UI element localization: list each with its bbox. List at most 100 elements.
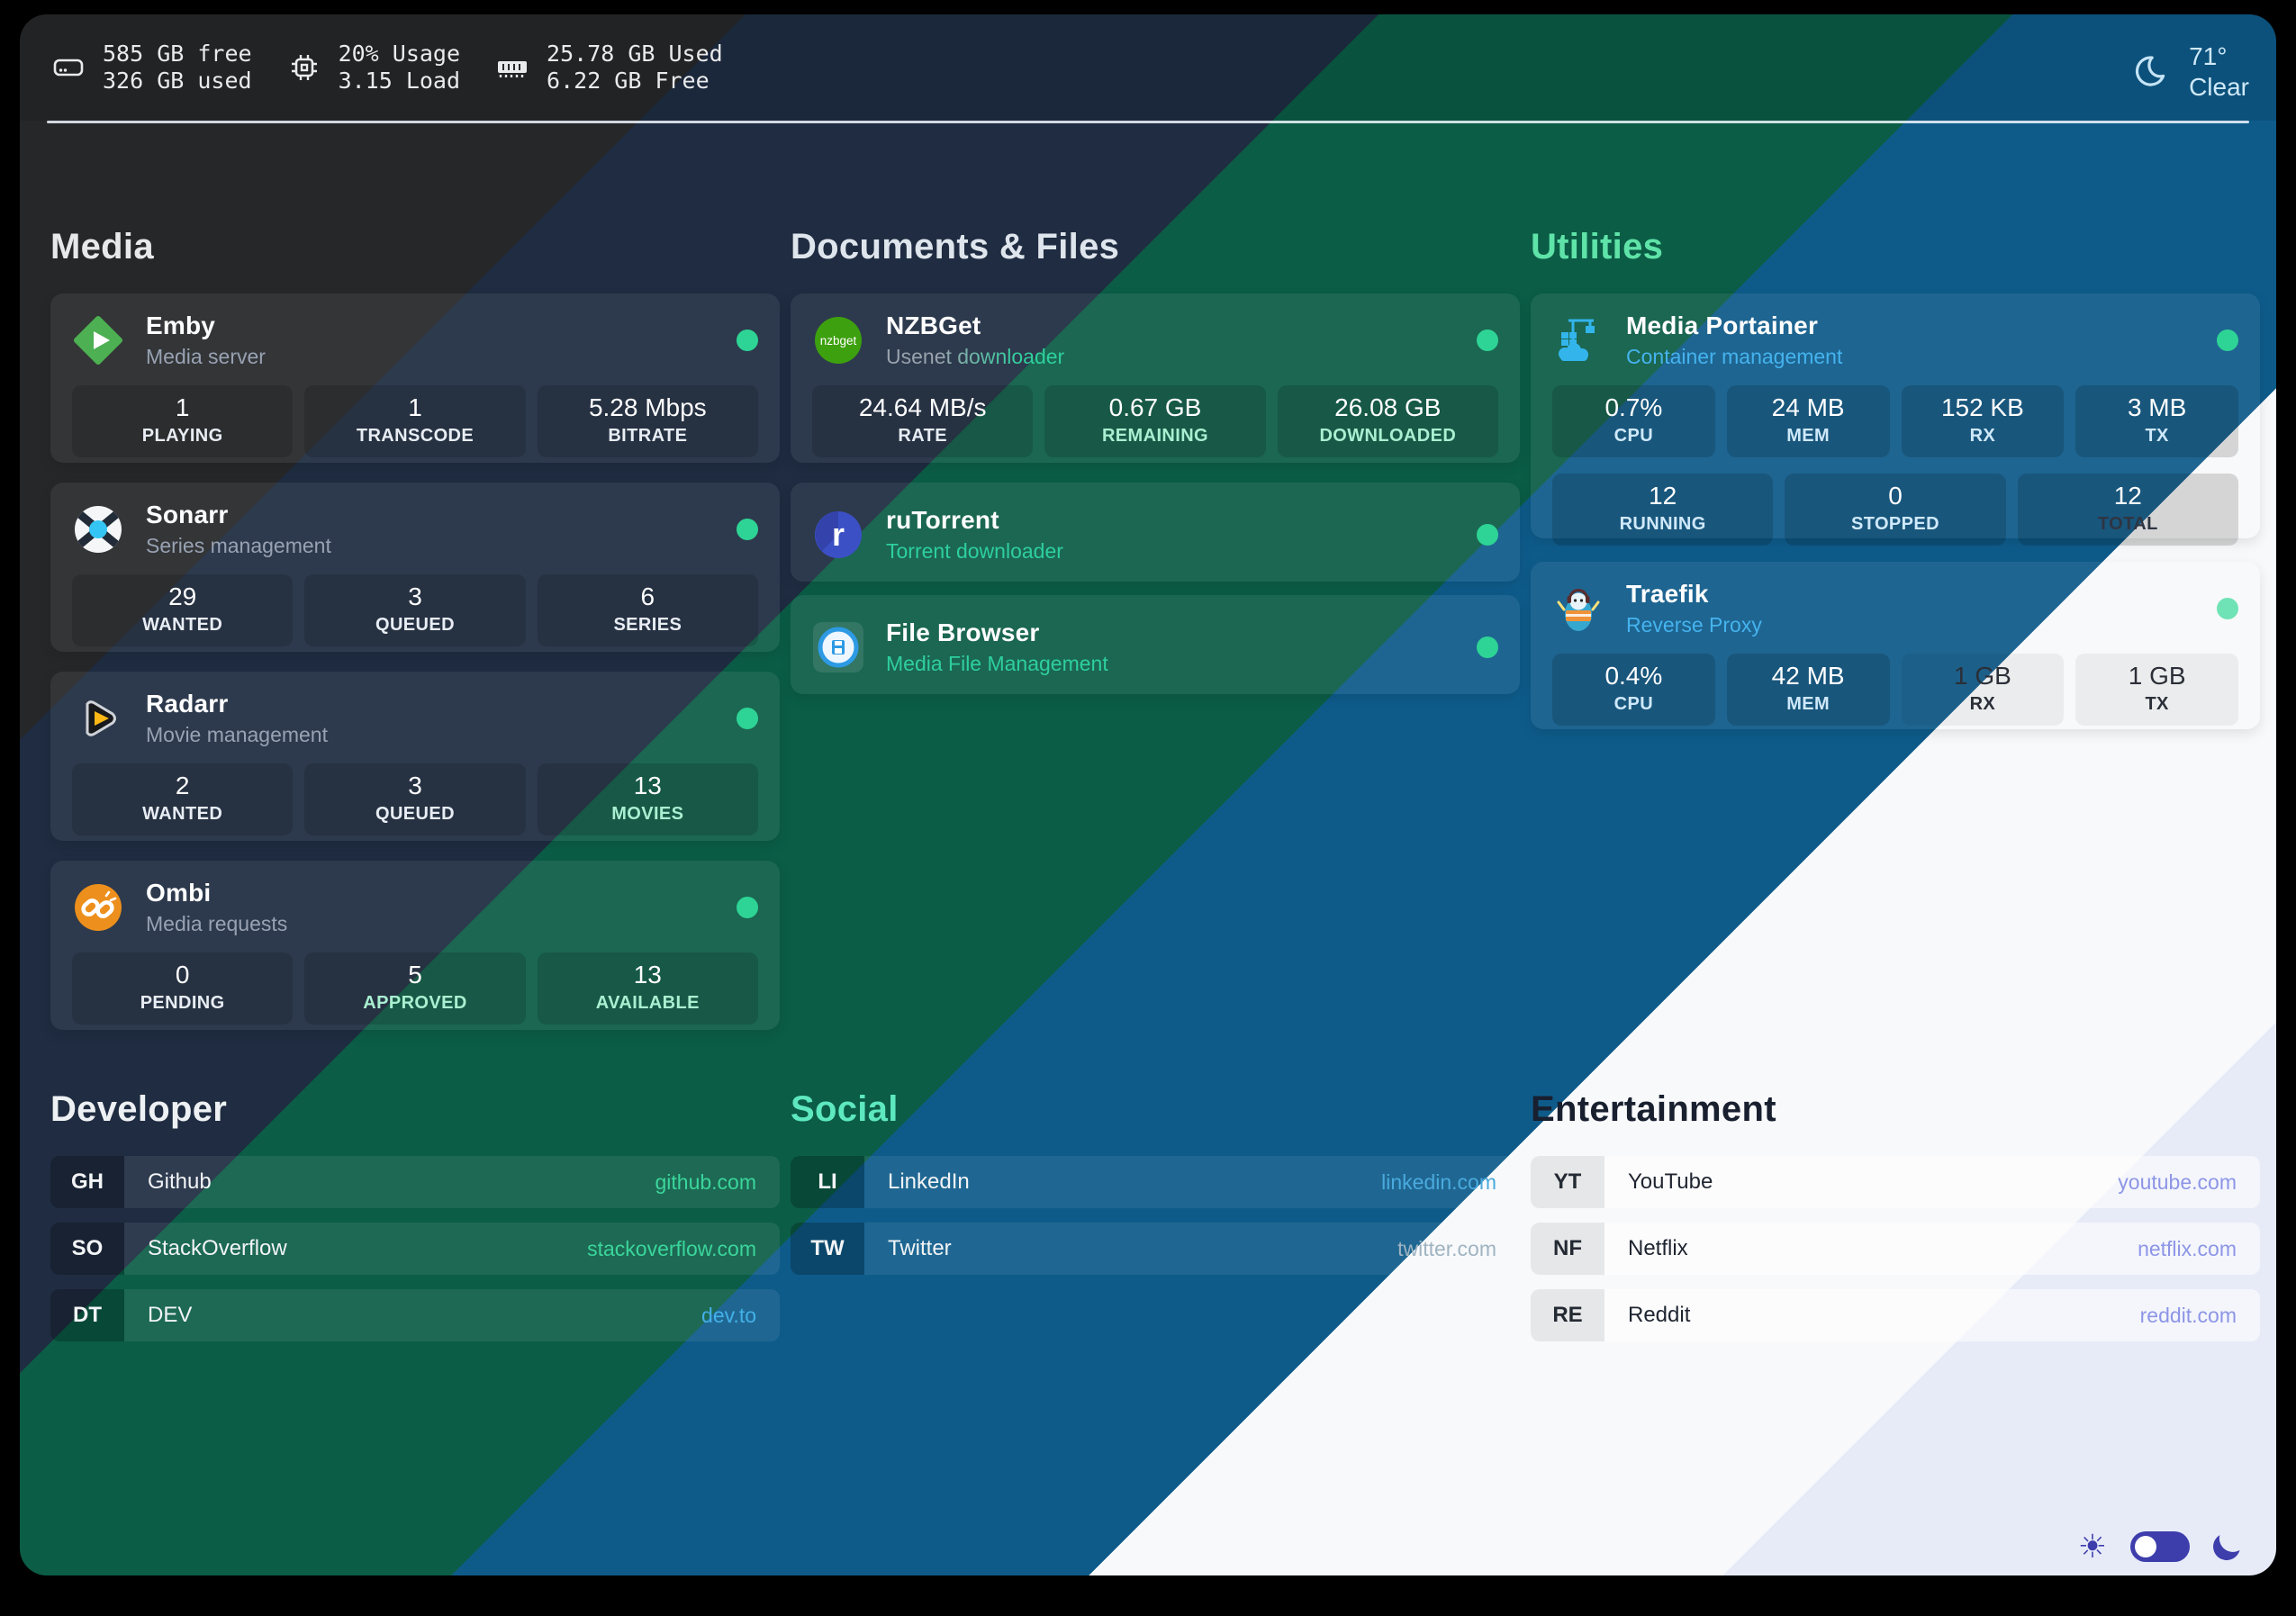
disk-usage-text: 585 GB free 326 GB used: [103, 41, 252, 94]
status-dot: [2217, 598, 2238, 619]
stat-chip: 0.4% CPU: [1552, 654, 1715, 726]
status-dot: [1477, 330, 1498, 351]
stat-chip: 152 KB RX: [1901, 385, 2065, 457]
section-documents: Documents & Files nzbget NZBGet Usenet d…: [791, 225, 1520, 1050]
service-title: ruTorrent: [886, 506, 999, 534]
bookmark-tag: RE: [1531, 1289, 1604, 1341]
cpu-usage-widget: 20% Usage 3.15 Load: [286, 41, 460, 95]
service-title: Emby: [146, 311, 216, 339]
dashboard-frame: 585 GB free 326 GB used 20% Usage 3.15 Loa…: [20, 14, 2276, 1575]
service-subtitle: Movie management: [146, 723, 328, 746]
bookmark-tag: LI: [791, 1156, 864, 1208]
bookmark-tag: TW: [791, 1223, 864, 1275]
bookmark-url: reddit.com: [2139, 1303, 2237, 1327]
stat-chip: 6 SERIES: [537, 574, 758, 646]
bookmark-reddit[interactable]: RE Reddit reddit.com: [1531, 1289, 2260, 1341]
disk-usage-widget: 585 GB free 326 GB used: [50, 41, 252, 95]
weather-temp: 71°: [2189, 42, 2228, 70]
stat-chip: 1 TRANSCODE: [304, 385, 526, 457]
service-subtitle: Media server: [146, 345, 266, 368]
stat-chip: 0 STOPPED: [1785, 474, 2006, 546]
service-card-portainer[interactable]: Media Portainer Container management 0.7…: [1531, 293, 2260, 546]
section-social: Social LI LinkedIn linkedin.com TW Twitt…: [791, 1088, 1520, 1356]
ram-icon: [498, 61, 528, 77]
service-card-filebrowser[interactable]: File Browser Media File Management: [791, 595, 1520, 694]
service-card-radarr[interactable]: Radarr Movie management 2 WANTED 3 QUEUED …: [50, 672, 780, 841]
theme-toggle[interactable]: [2130, 1531, 2190, 1562]
section-entertainment: Entertainment YT YouTube youtube.com NF …: [1531, 1088, 2260, 1356]
service-card-sonarr[interactable]: Sonarr Series management 29 WANTED 3 QUEUE…: [50, 483, 780, 652]
system-status-bar: 585 GB free 326 GB used 20% Usage 3.15 Loa…: [20, 14, 2276, 121]
status-dot: [1477, 524, 1498, 546]
stat-chip: 42 MB MEM: [1726, 654, 1890, 726]
stat-chip: 3 QUEUED: [304, 763, 526, 835]
bookmark-url: youtube.com: [2118, 1169, 2237, 1194]
service-title: Sonarr: [146, 501, 229, 528]
sun-icon[interactable]: ☀: [2077, 1528, 2107, 1565]
stat-chip: 1 GB RX: [1901, 654, 2065, 726]
svg-text:nzbget: nzbget: [820, 334, 857, 348]
bookmark-name: Github: [148, 1169, 212, 1194]
weather-widget: 71° Clear: [2126, 41, 2249, 103]
bookmark-dev[interactable]: DT DEV dev.to: [50, 1289, 780, 1341]
ram-usage-text: 25.78 GB Used 6.22 GB Free: [547, 41, 723, 94]
stat-chip: 2 WANTED: [72, 763, 294, 835]
ombi-logo: [75, 884, 122, 931]
service-subtitle: Container management: [1626, 345, 1843, 368]
service-title: NZBGet: [886, 311, 981, 339]
service-title: Traefik: [1626, 580, 1709, 608]
service-subtitle: Series management: [146, 534, 331, 557]
service-subtitle: Usenet downloader: [886, 345, 1065, 368]
service-title: Ombi: [146, 879, 212, 907]
service-subtitle: Media File Management: [886, 652, 1108, 675]
sonarr-logo: [75, 506, 122, 553]
stat-chip: 5 APPROVED: [304, 952, 526, 1025]
status-dot: [1477, 636, 1498, 658]
stat-chip: 0.67 GB REMAINING: [1044, 385, 1266, 457]
stat-chip: 26.08 GB DOWNLOADED: [1277, 385, 1498, 457]
service-card-nzbget[interactable]: nzbget NZBGet Usenet downloader 24.64 MB…: [791, 293, 1520, 463]
bookmark-tag: YT: [1531, 1156, 1604, 1208]
bookmark-youtube[interactable]: YT YouTube youtube.com: [1531, 1156, 2260, 1208]
stat-chip: 3 QUEUED: [304, 574, 526, 646]
weather-condition: Clear: [2189, 73, 2249, 101]
emby-logo: [73, 315, 123, 366]
bookmark-name: DEV: [148, 1303, 193, 1327]
service-card-rutorrent[interactable]: r ruTorrent Torrent downloader: [791, 483, 1520, 582]
stat-chip: 13 AVAILABLE: [537, 952, 758, 1025]
bookmark-linkedin[interactable]: LI LinkedIn linkedin.com: [791, 1156, 1520, 1208]
service-title: File Browser: [886, 618, 1040, 646]
service-card-traefik[interactable]: Traefik Reverse Proxy 0.4% CPU 42 MB MEM 1…: [1531, 562, 2260, 729]
bookmark-tag: GH: [50, 1156, 124, 1208]
toggle-knob: [2135, 1536, 2156, 1557]
status-dot: [737, 708, 758, 729]
service-subtitle: Reverse Proxy: [1626, 613, 1762, 636]
bookmark-name: Reddit: [1628, 1303, 1691, 1327]
portainer-logo: [1559, 319, 1595, 361]
stat-chip: 24 MB MEM: [1726, 385, 1890, 457]
bookmark-netflix[interactable]: NF Netflix netflix.com: [1531, 1223, 2260, 1275]
dark-mode-moon-icon[interactable]: [2210, 1530, 2244, 1564]
ram-usage-widget: 25.78 GB Used 6.22 GB Free: [494, 41, 723, 95]
section-title-utilities: Utilities: [1531, 227, 1664, 266]
service-subtitle: Torrent downloader: [886, 539, 1063, 563]
service-title: Radarr: [146, 690, 229, 718]
bookmark-github[interactable]: GH Github github.com: [50, 1156, 780, 1208]
service-card-emby[interactable]: Emby Media server 1 PLAYING 1 TRANSCODE 5.…: [50, 293, 780, 463]
service-title: Media Portainer: [1626, 311, 1819, 339]
stat-chip: 12 RUNNING: [1552, 474, 1774, 546]
section-media: Media Emby Media server 1 PLAYING 1 TRANSC: [50, 225, 780, 1050]
filebrowser-logo: [813, 622, 863, 673]
section-title-documents: Documents & Files: [791, 227, 1120, 266]
service-card-ombi[interactable]: Ombi Media requests 0 PENDING 5 APPROVED 1…: [50, 861, 780, 1030]
disk-icon: [53, 59, 84, 77]
stat-chip: 12 TOTAL: [2017, 474, 2238, 546]
status-dot: [737, 897, 758, 918]
bookmark-stackoverflow[interactable]: SO StackOverflow stackoverflow.com: [50, 1223, 780, 1275]
radarr-logo: [86, 700, 116, 736]
bookmark-twitter[interactable]: TW Twitter twitter.com: [791, 1223, 1520, 1275]
service-subtitle: Media requests: [146, 912, 288, 935]
status-dot: [737, 330, 758, 351]
section-title-social: Social: [791, 1089, 899, 1129]
